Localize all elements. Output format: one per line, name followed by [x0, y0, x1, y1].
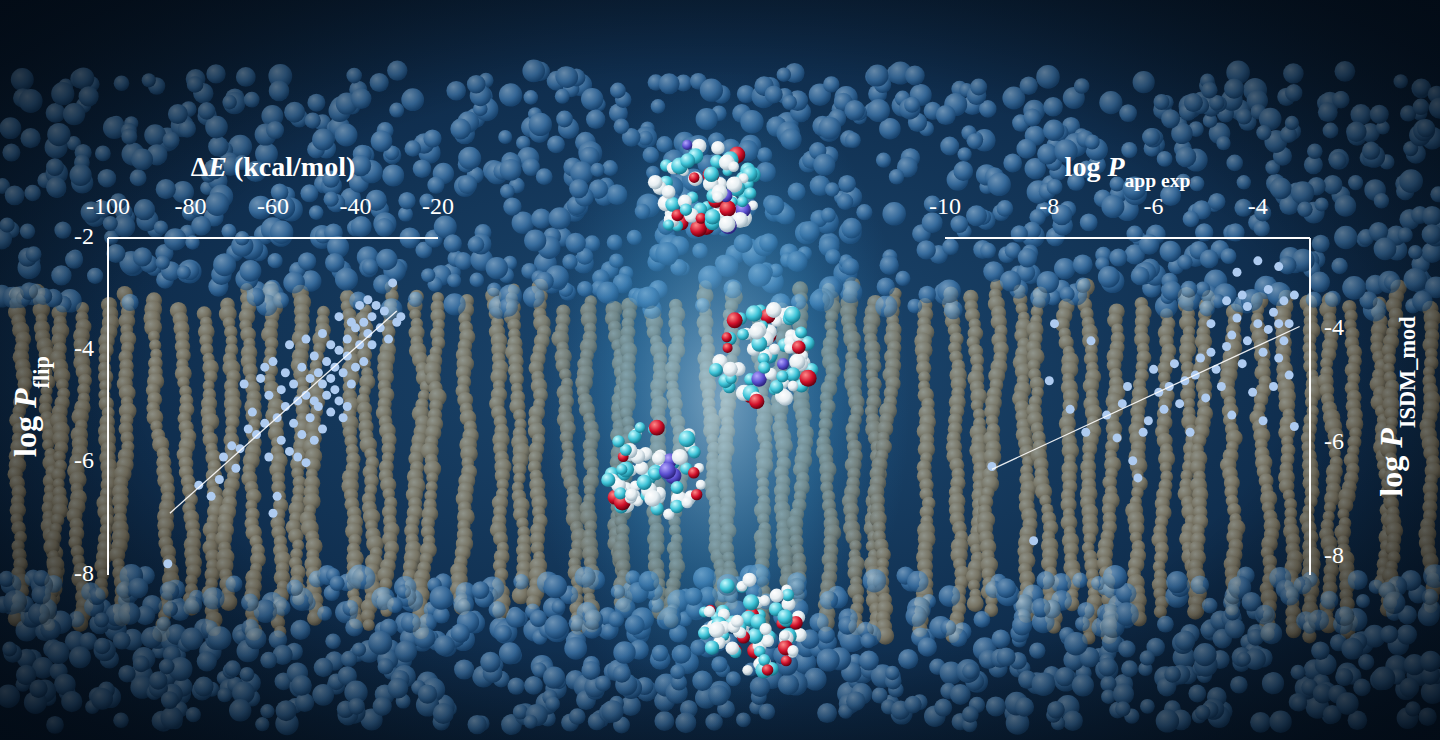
- background: [0, 0, 1440, 740]
- figure: -100-80-60-40-20-2-4-6-8ΔE (kcal/mol)log…: [0, 0, 1440, 740]
- background-fill: [0, 0, 1440, 740]
- stage: -100-80-60-40-20-2-4-6-8ΔE (kcal/mol)log…: [0, 0, 1440, 740]
